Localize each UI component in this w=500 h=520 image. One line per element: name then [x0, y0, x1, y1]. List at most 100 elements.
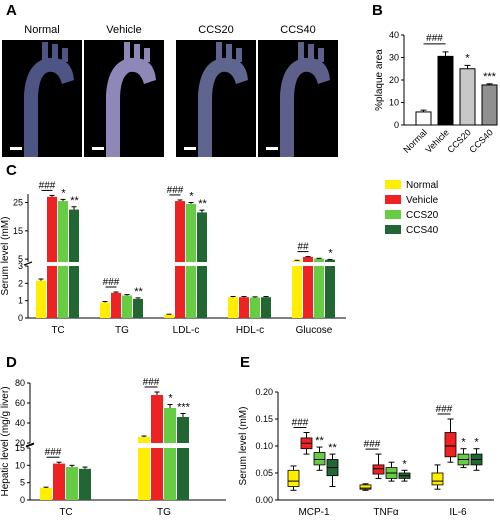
axis-break-mark: [25, 443, 35, 448]
bar-normal: [40, 487, 52, 500]
bar-vehicle-upper: [175, 201, 185, 262]
box-il-6-1: [444, 432, 457, 458]
bar-ccs40-lower: [177, 448, 189, 500]
significance-mark: ###: [39, 180, 56, 191]
bar-vehicle: [239, 297, 249, 318]
bar-normal: [164, 314, 174, 318]
legend-label-normal: Normal: [406, 180, 438, 191]
y-tick-label: 5: [18, 254, 23, 264]
legend-label-ccs40: CCS40: [406, 225, 439, 236]
significance-mark: **: [315, 435, 324, 447]
bar-vehicle-upper: [47, 196, 57, 262]
x-tick-label: TC: [51, 325, 64, 336]
bar-ccs40: [481, 84, 498, 126]
aorta-branch: [226, 44, 232, 60]
significance-mark: ###: [292, 418, 309, 429]
y-tick-label: 15: [15, 443, 25, 453]
aorta-branch: [298, 42, 304, 60]
x-tick-label: Glucose: [296, 325, 333, 336]
x-tick-label: LDL-c: [173, 325, 200, 336]
y-tick-label: 0.20: [255, 387, 273, 397]
legend-swatch-ccs40: [385, 225, 401, 234]
aorta-branch: [236, 48, 242, 62]
scale-bar: [92, 147, 104, 150]
x-tick-label: IL-6: [449, 507, 467, 518]
y-tick-label: 0.05: [255, 468, 273, 478]
bar-vehicle: [111, 292, 121, 318]
bar-normal: [415, 111, 432, 126]
legend-swatch-normal: [385, 180, 401, 189]
y-tick-label: 20: [389, 75, 399, 85]
bar-normal-lower: [138, 448, 150, 500]
aorta-branch: [62, 48, 68, 62]
bar-ccs40-upper: [197, 212, 207, 262]
bar-vehicle: [437, 55, 454, 126]
aorta-vessel: [24, 57, 74, 157]
bar-ccs20-upper: [58, 201, 68, 262]
y-tick-label: 40: [15, 418, 25, 428]
y-tick-label: 2: [18, 278, 23, 288]
x-tick-label: TC: [59, 507, 72, 518]
bar-ccs40: [133, 298, 143, 318]
significance-mark: *: [168, 393, 173, 405]
y-tick-label: 0: [20, 495, 25, 505]
significance-mark: **: [134, 286, 143, 298]
legend-label-vehicle: Vehicle: [406, 195, 439, 206]
y-tick-label: 80: [15, 378, 25, 388]
y-axis-label: Serum level (mM): [238, 407, 249, 486]
bar-normal: [36, 280, 46, 318]
y-tick-label: 0: [18, 313, 23, 323]
panel-label-c: C: [6, 162, 17, 179]
bar-ccs20: [250, 297, 260, 318]
bar-ccs40-upper: [69, 209, 79, 262]
aorta-branch: [52, 44, 58, 60]
aorta-photo-4: [258, 40, 338, 157]
bar-ccs40: [261, 297, 271, 318]
bar-ccs40-lower: [197, 266, 207, 318]
panel-label-d: D: [6, 354, 17, 371]
bar-ccs20-lower: [314, 266, 324, 318]
significance-mark: ###: [103, 277, 120, 288]
y-tick-label: 0.15: [255, 414, 273, 424]
bar-ccs20-upper: [164, 408, 176, 443]
photo-label-ccs20: CCS20: [198, 24, 234, 36]
bar-normal-lower: [292, 266, 302, 318]
y-tick-label: 3: [18, 261, 23, 271]
aorta-vessel: [280, 57, 330, 157]
significance-mark: *: [189, 191, 194, 203]
bar-ccs20-upper: [186, 203, 196, 262]
aorta-branch: [318, 48, 324, 62]
significance-mark: **: [70, 195, 79, 207]
bar-ccs40-lower: [69, 266, 79, 318]
significance-mark: *: [461, 437, 466, 449]
x-tick-label: CCS40: [467, 127, 495, 155]
x-tick-label: TG: [157, 507, 171, 518]
x-tick-label: HDL-c: [236, 325, 264, 336]
significance-mark: *: [474, 437, 479, 449]
chart-b-plaque-area: 0 10 20 30 40 %plaque area NormalVehicleCCS20C…: [374, 30, 498, 155]
bar-vehicle-lower: [303, 266, 313, 318]
y-tick-label: 20: [15, 438, 25, 448]
y-tick-label: 30: [389, 53, 399, 63]
significance-mark: *: [61, 187, 66, 199]
y-axis-label: Hepatic level (mg/g liver): [0, 386, 11, 496]
photo-label-normal: Normal: [24, 24, 60, 36]
bar-vehicle-lower: [151, 448, 163, 500]
significance-mark: *: [328, 247, 333, 259]
bar-ccs20: [459, 68, 476, 126]
legend-swatch-ccs20: [385, 210, 401, 219]
box-mcp-1-0: [287, 469, 300, 487]
legend-label-ccs20: CCS20: [406, 210, 439, 221]
aorta-vessel: [106, 57, 156, 157]
significance-mark: **: [328, 442, 337, 454]
significance-mark: ###: [143, 377, 160, 388]
x-tick-label: TNFα: [373, 507, 398, 518]
bar-vehicle-lower: [47, 266, 57, 318]
bar-ccs40-upper: [325, 259, 335, 262]
significance-mark: ###: [436, 404, 453, 415]
x-tick-label: Vehicle: [423, 127, 451, 155]
bar-vehicle-upper: [303, 256, 313, 262]
axis-break-mark: [23, 261, 33, 266]
